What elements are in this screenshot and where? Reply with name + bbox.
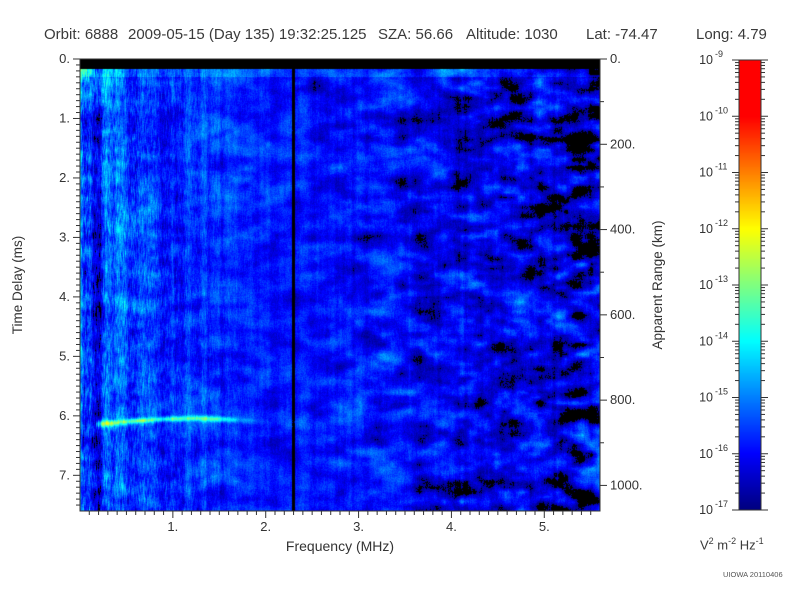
svg-text:10: 10 [699, 222, 713, 236]
svg-text:1.: 1. [59, 110, 70, 125]
svg-text:3.: 3. [59, 229, 70, 244]
svg-text:7.: 7. [59, 467, 70, 482]
svg-text:-11: -11 [715, 162, 727, 172]
svg-text:5.: 5. [539, 519, 550, 534]
svg-text:2.: 2. [59, 170, 70, 185]
svg-text:-10: -10 [715, 105, 728, 115]
svg-text:1.: 1. [167, 519, 178, 534]
svg-text:3.: 3. [353, 519, 364, 534]
svg-text:800.: 800. [610, 392, 635, 407]
svg-text:4.: 4. [59, 289, 70, 304]
svg-text:4.: 4. [446, 519, 457, 534]
svg-text:1000.: 1000. [610, 477, 643, 492]
svg-text:-17: -17 [715, 499, 728, 509]
svg-text:Apparent Range (km): Apparent Range (km) [650, 220, 665, 349]
svg-text:200.: 200. [610, 136, 635, 151]
svg-text:-16: -16 [715, 443, 728, 453]
svg-text:-12: -12 [715, 218, 728, 228]
svg-text:10: 10 [699, 447, 713, 461]
svg-text:10: 10 [699, 53, 713, 67]
svg-text:10: 10 [699, 334, 713, 348]
svg-text:-13: -13 [715, 274, 728, 284]
svg-text:0.: 0. [59, 51, 70, 66]
svg-text:10: 10 [699, 503, 713, 517]
svg-text:2.: 2. [260, 519, 271, 534]
svg-text:-9: -9 [715, 49, 723, 59]
svg-text:6.: 6. [59, 408, 70, 423]
svg-text:-15: -15 [715, 387, 728, 397]
svg-text:10: 10 [699, 109, 713, 123]
svg-text:10: 10 [699, 278, 713, 292]
svg-text:10: 10 [699, 391, 713, 405]
svg-text:-14: -14 [715, 330, 728, 340]
svg-text:Time Delay (ms): Time Delay (ms) [10, 236, 25, 335]
svg-text:600.: 600. [610, 307, 635, 322]
svg-text:Frequency (MHz): Frequency (MHz) [286, 538, 394, 554]
svg-text:0.: 0. [610, 51, 621, 66]
svg-text:10: 10 [699, 166, 713, 180]
svg-text:400.: 400. [610, 222, 635, 237]
svg-text:5.: 5. [59, 348, 70, 363]
